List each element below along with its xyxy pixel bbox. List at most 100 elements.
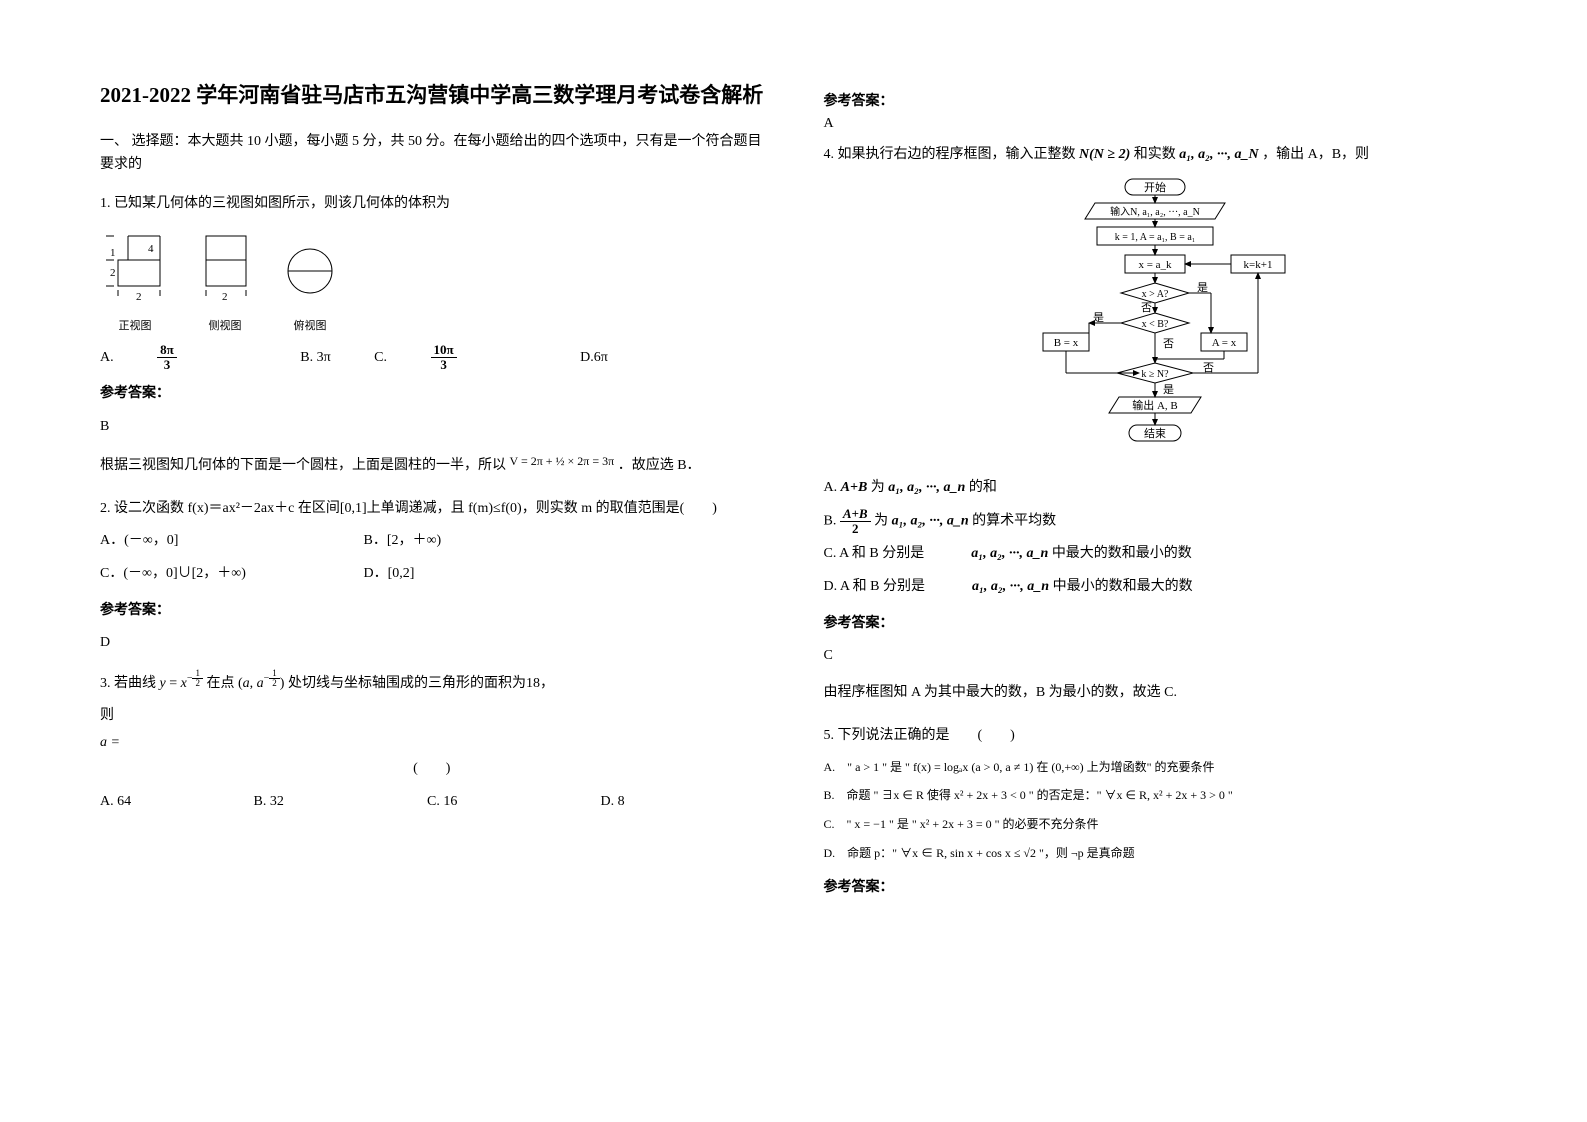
q4-optB-den: 2 <box>840 522 871 536</box>
q1-opt-c: C. 10π3 <box>374 343 536 371</box>
q1-opt-d: D.6π <box>580 345 608 372</box>
q5-opt-d: D. 命题 p：" ∀x ∈ R, sin x + cos x ≤ √2 "，则… <box>824 842 1488 865</box>
svg-text:否: 否 <box>1163 338 1174 350</box>
q2-stem: 2. 设二次函数 f(x)＝ax²－2ax＋c 在区间[0,1]上单调递减，且 … <box>100 496 764 523</box>
q3-stem: 3. 若曲线 y = x−12 在点 (a, a−12) 处切线与坐标轴围成的三… <box>100 669 764 697</box>
svg-text:x < B?: x < B? <box>1142 319 1169 330</box>
q3-options: A. 64 B. 32 C. 16 D. 8 <box>100 789 764 816</box>
q4-stem-post: ，输出 A，B，则 <box>1262 147 1369 162</box>
q4-optD-pre: D. A 和 B 分别是 <box>824 579 926 594</box>
q4-stem-f2: a₁, a₂, ···, a_N <box>1179 147 1258 162</box>
q1-options: A. 8π3 B. 3π C. 10π3 D.6π <box>100 343 764 371</box>
q1-optA-frac: 8π3 <box>157 343 217 371</box>
svg-text:B = x: B = x <box>1054 337 1079 349</box>
q2-answer-label: 参考答案： <box>100 598 764 625</box>
question-4: 4. 如果执行右边的程序框图，输入正整数 N(N ≥ 2) 和实数 a₁, a₂… <box>824 142 1488 705</box>
q4-optB-num: A+B <box>840 507 871 522</box>
q3-blank: ( ) <box>100 756 764 783</box>
svg-text:k = 1, A = a₁, B = a₁: k = 1, A = a₁, B = a₁ <box>1115 232 1196 243</box>
q4-flowchart: 开始 输入N, a₁, a₂, ···, a_N k = 1, A = a₁, … <box>824 175 1488 465</box>
svg-text:开始: 开始 <box>1144 180 1166 194</box>
q4-optA-end: 的和 <box>969 480 997 495</box>
q1-front-view: 4 2 1 2 正视图 <box>100 226 170 337</box>
q4-optD-seq: a₁, a₂, ···, a_n <box>972 579 1049 594</box>
q3-answer-label: 参考答案： <box>824 90 1488 110</box>
flowchart-svg: 开始 输入N, a₁, a₂, ···, a_N k = 1, A = a₁, … <box>985 175 1325 465</box>
q3-opt-d: D. 8 <box>601 789 625 816</box>
svg-text:2: 2 <box>110 267 116 279</box>
q5-stem: 5. 下列说法正确的是 ( ) <box>824 723 1488 750</box>
svg-text:k=k+1: k=k+1 <box>1244 259 1273 271</box>
svg-text:是: 是 <box>1197 281 1208 294</box>
q3-opt-a: A. 64 <box>100 789 210 816</box>
q4-optB-pre: B. <box>824 514 840 529</box>
q4-optB-frac: A+B2 <box>840 507 871 535</box>
question-2: 2. 设二次函数 f(x)＝ax²－2ax＋c 在区间[0,1]上单调递减，且 … <box>100 496 764 657</box>
q1-opt-a: A. 8π3 <box>100 343 257 371</box>
q4-optB-end: 的算术平均数 <box>972 514 1056 529</box>
q2-options-row1: A．(－∞，0] B．[2，＋∞) <box>100 528 764 555</box>
q1-explain-pre: 根据三视图知几何体的下面是一个圆柱，上面是圆柱的一半，所以 <box>100 458 510 473</box>
svg-text:是: 是 <box>1163 383 1174 396</box>
q1-optA-den: 3 <box>157 358 177 372</box>
svg-text:2: 2 <box>222 291 228 303</box>
q3-line3: a = <box>100 730 764 757</box>
q4-explain: 由程序框图知 A 为其中最大的数，B 为最小的数，故选 C. <box>824 680 1488 705</box>
q5-opt-b: B. 命题 " ∃x ∈ R 使得 x² + 2x + 3 < 0 " 的否定是… <box>824 784 1488 807</box>
svg-text:否: 否 <box>1203 362 1214 374</box>
side-view-svg: 2 <box>190 226 260 306</box>
top-view-label: 俯视图 <box>280 316 340 337</box>
q4-answer-label: 参考答案： <box>824 611 1488 638</box>
q4-optC-seq: a₁, a₂, ···, a_n <box>971 546 1048 561</box>
svg-text:输出 A, B: 输出 A, B <box>1132 398 1178 412</box>
top-view-svg <box>280 226 340 306</box>
q1-optC-den: 3 <box>431 358 457 372</box>
q4-opt-d: D. A 和 B 分别是 a₁, a₂, ···, a_n 中最小的数和最大的数 <box>824 574 1488 601</box>
q4-optB-post: 为 <box>874 514 888 529</box>
page: 2021-2022 学年河南省驻马店市五沟营镇中学高三数学理月考试卷含解析 一、… <box>100 80 1487 913</box>
q4-stem: 4. 如果执行右边的程序框图，输入正整数 N(N ≥ 2) 和实数 a₁, a₂… <box>824 142 1488 169</box>
q4-stem-mid: 和实数 <box>1134 147 1176 162</box>
svg-text:A = x: A = x <box>1212 337 1237 349</box>
q4-opt-a: A. A+B 为 a₁, a₂, ···, a_n 的和 <box>824 475 1488 502</box>
q4-optA-pre: A. <box>824 480 841 495</box>
q4-opt-c: C. A 和 B 分别是 a₁, a₂, ···, a_n 中最大的数和最小的数 <box>824 541 1488 568</box>
q3-formula1: y = x−12 <box>160 676 203 691</box>
q1-optA-pre: A. <box>100 345 114 372</box>
q4-optA-bold: A+B <box>841 480 868 495</box>
front-view-svg: 4 2 1 2 <box>100 226 170 306</box>
q5-opt-a: A. " a > 1 " 是 " f(x) = logₐx (a > 0, a … <box>824 756 1488 779</box>
q2-answer: D <box>100 630 764 657</box>
side-view-label: 侧视图 <box>190 316 260 337</box>
svg-text:输入N, a₁, a₂, ···, a_N: 输入N, a₁, a₂, ···, a_N <box>1110 205 1200 218</box>
svg-text:2: 2 <box>136 291 142 303</box>
q5-opt-c: C. " x = −1 " 是 " x² + 2x + 3 = 0 " 的必要不… <box>824 813 1488 836</box>
q4-optB-seq: a₁, a₂, ···, a_n <box>892 514 969 529</box>
q1-optC-num: 10π <box>431 343 457 358</box>
q5-answer-label: 参考答案： <box>824 875 1488 902</box>
q1-explain: 根据三视图知几何体的下面是一个圆柱，上面是圆柱的一半，所以 V = 2π + ½… <box>100 451 764 478</box>
svg-text:x > A?: x > A? <box>1142 289 1169 300</box>
q1-explain-post: ．故应选 B． <box>618 458 701 473</box>
q3-formula2: (a, a−12) <box>238 676 284 691</box>
q3-stem-post: 处切线与坐标轴围成的三角形的面积为18， <box>288 676 554 691</box>
question-5: 5. 下列说法正确的是 ( ) A. " a > 1 " 是 " f(x) = … <box>824 723 1488 901</box>
q4-optC-pre: C. A 和 B 分别是 <box>824 546 925 561</box>
q1-side-view: 2 侧视图 <box>190 226 260 337</box>
svg-text:4: 4 <box>148 243 154 255</box>
svg-text:否: 否 <box>1141 302 1152 314</box>
q1-explain-formula: V = 2π + ½ × 2π = 3π <box>510 454 615 468</box>
q2-opt-b: B．[2，＋∞) <box>364 528 442 555</box>
q2-opt-d: D．[0,2] <box>364 561 415 588</box>
q2-options-row2: C．(－∞，0]∪[2，＋∞) D．[0,2] <box>100 561 764 588</box>
svg-text:结束: 结束 <box>1144 427 1166 440</box>
svg-text:k ≥ N?: k ≥ N? <box>1142 369 1170 380</box>
exam-title: 2021-2022 学年河南省驻马店市五沟营镇中学高三数学理月考试卷含解析 <box>100 80 764 112</box>
q4-stem-pre: 4. 如果执行右边的程序框图，输入正整数 <box>824 147 1076 162</box>
q1-optC-frac: 10π3 <box>431 343 497 371</box>
q2-opt-c: C．(－∞，0]∪[2，＋∞) <box>100 561 320 588</box>
q4-optC-end: 中最大的数和最小的数 <box>1052 546 1192 561</box>
q3-stem-pre: 3. 若曲线 <box>100 676 160 691</box>
q2-opt-a: A．(－∞，0] <box>100 528 320 555</box>
svg-text:是: 是 <box>1093 311 1104 324</box>
